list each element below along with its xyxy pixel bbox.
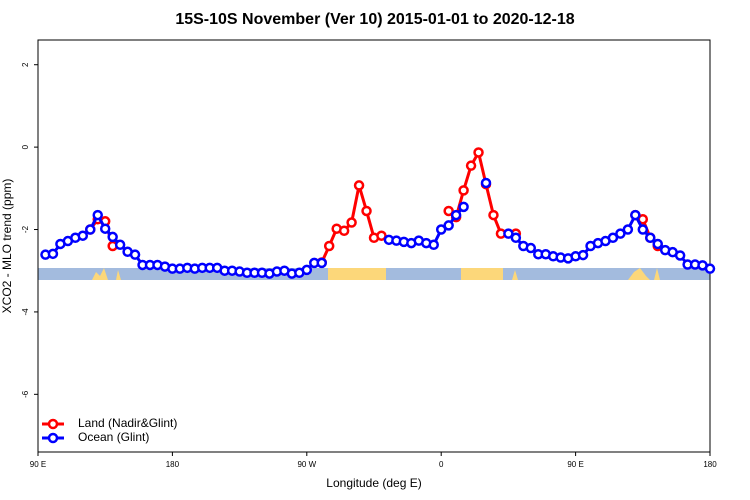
series-line [89,148,659,264]
data-point [615,228,626,239]
data-point [47,248,59,260]
x-tick-label: 90 E [567,460,583,469]
y-tick-label: -4 [21,308,30,316]
data-point [323,240,335,252]
x-tick-label: 180 [166,460,180,469]
data-point [458,185,469,196]
data-point [637,224,649,235]
data-point [450,209,462,221]
x-tick-label: 180 [703,460,717,469]
data-point [92,209,103,221]
data-point [577,249,589,261]
data-point [503,228,514,239]
y-tick-label: 2 [21,62,30,67]
data-point [443,220,454,231]
data-point [77,230,89,241]
x-tick-label: 90 W [297,460,316,469]
data-point [458,201,469,213]
plot-frame [37,39,711,453]
data-point [301,264,313,276]
x-axis-label: Longitude (deg E) [326,476,421,490]
data-point [353,180,365,191]
data-point [107,231,118,243]
x-tick-label: 90 E [30,460,46,469]
legend-marker [47,432,59,444]
y-tick-label: -2 [21,225,30,233]
data-point [316,257,327,269]
data-point [129,249,141,260]
x-tick-label: 0 [439,460,444,469]
data-point [443,205,454,217]
data-point [488,209,499,221]
series [40,177,716,279]
y-tick-label: 0 [21,144,30,149]
data-point [525,242,537,254]
data-point [114,239,126,251]
data-point [346,217,357,228]
y-tick-label: -6 [21,390,30,398]
data-point [361,205,372,217]
series [85,147,663,268]
data-point [465,160,477,171]
surface-strip [38,268,710,280]
y-axis-label: XCO2 - MLO trend (ppm) [0,179,14,314]
data-point [607,232,619,244]
legend-label: Land (Nadir&Glint) [78,416,177,430]
data-point [99,223,111,234]
data-point [510,232,522,244]
data-point [428,239,439,251]
chart-title: 15S-10S November (Ver 10) 2015-01-01 to … [175,11,574,28]
legend-marker [47,418,59,430]
data-point [704,263,716,274]
data-point [480,177,492,189]
data-point [338,225,350,237]
data-point [376,230,387,241]
data-point [674,250,686,261]
data-point [652,238,663,250]
data-point [473,147,484,158]
legend-label: Ocean (Glint) [78,430,149,444]
data-point [622,224,634,235]
data-point [435,224,447,235]
data-point [645,232,656,244]
data-point [630,209,641,221]
data-point [85,224,96,235]
